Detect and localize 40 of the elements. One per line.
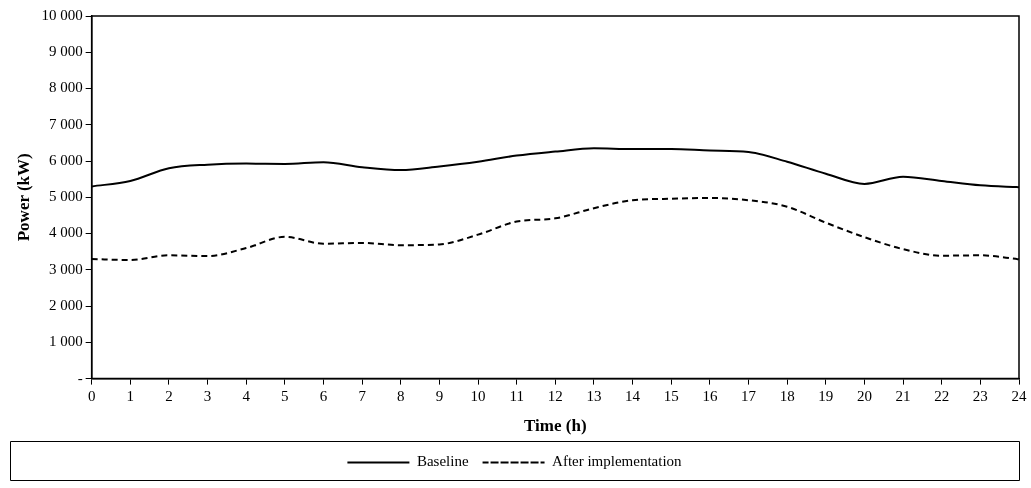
x-tick-label: 10 [470, 387, 486, 404]
x-tick-label: 20 [856, 387, 872, 404]
x-tick-label: 9 [435, 387, 444, 404]
x-tick-label: 5 [281, 387, 289, 404]
x-tick-label: 11 [509, 387, 524, 404]
x-tick-label: 23 [972, 387, 988, 404]
x-tick-label: 22 [934, 387, 950, 404]
y-tick-label: 2 000 [48, 297, 83, 314]
x-tick-label: 6 [319, 387, 328, 404]
legend-label: Baseline [416, 453, 469, 470]
y-tick-label: 5 000 [48, 188, 83, 205]
x-tick-label: 17 [741, 387, 757, 404]
x-tick-label: 21 [895, 387, 911, 404]
x-axis-title: Time (h) [524, 416, 587, 436]
x-tick-label: 19 [818, 387, 834, 404]
x-tick-label: 14 [625, 387, 641, 404]
y-tick-label: 10 000 [41, 6, 83, 23]
y-tick-label: 7 000 [48, 115, 83, 132]
y-tick-label: 3 000 [48, 260, 83, 277]
x-tick-label: 4 [242, 387, 251, 404]
x-tick-label: 13 [586, 387, 602, 404]
x-tick-label: 7 [358, 387, 367, 404]
x-tick-label: 1 [126, 387, 135, 404]
y-axis-title: Power (kW) [13, 153, 33, 242]
x-tick-label: 16 [702, 387, 718, 404]
x-tick-label: 18 [779, 387, 795, 404]
y-tick-label: 8 000 [48, 79, 83, 96]
y-tick-label: 9 000 [48, 43, 83, 60]
x-tick-label: 12 [547, 387, 563, 404]
x-tick-label: 0 [87, 387, 96, 404]
x-tick-label: 3 [203, 387, 212, 404]
x-tick-label: 15 [663, 387, 679, 404]
x-tick-label: 24 [1011, 387, 1027, 404]
legend-label: After implementation [552, 453, 683, 470]
x-tick-label: 2 [165, 387, 173, 404]
y-tick-label: 1 000 [48, 333, 83, 350]
y-tick-label: 6 000 [48, 151, 83, 168]
y-tick-label: - [77, 369, 83, 386]
y-tick-label: 4 000 [48, 224, 83, 241]
x-tick-label: 8 [397, 387, 405, 404]
